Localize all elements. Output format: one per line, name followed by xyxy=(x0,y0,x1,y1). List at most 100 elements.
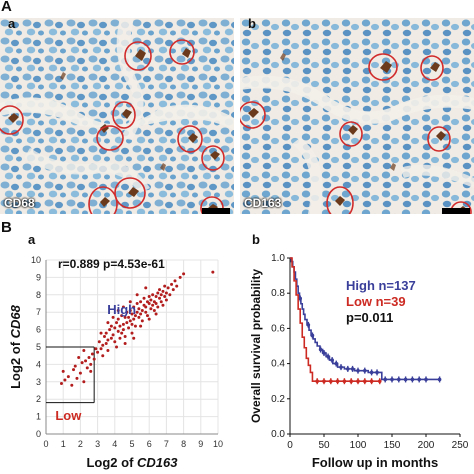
scatter-point xyxy=(123,335,127,339)
panel-a-label: A xyxy=(1,0,12,15)
scatter-point xyxy=(132,336,136,340)
micrograph-cd163-image xyxy=(240,18,474,214)
scatter-point xyxy=(118,324,122,328)
censor-dot-high xyxy=(306,323,311,327)
scatter-point xyxy=(63,378,67,382)
censor-dot-low xyxy=(342,379,347,383)
high-group-label: High xyxy=(107,302,136,317)
y-axis-label: Overall survival probability xyxy=(249,269,263,423)
micrograph-cd68-image xyxy=(0,18,234,214)
scatter-point xyxy=(87,355,91,359)
scatter-point xyxy=(140,319,144,323)
scatter-point xyxy=(132,305,136,309)
scatter-point xyxy=(130,331,134,335)
scatter-point xyxy=(111,333,115,337)
scatter-point xyxy=(144,305,148,309)
x-tick-label: 50 xyxy=(318,440,330,451)
scatter-point xyxy=(173,279,177,283)
censor-dot-high xyxy=(369,370,374,375)
y-tick-label: 0.0 xyxy=(271,429,285,440)
y-tick-label: 0 xyxy=(36,429,41,439)
x-tick-label: 2 xyxy=(78,439,83,449)
y-tick-label: 8 xyxy=(36,290,41,300)
scatter-point xyxy=(133,314,137,318)
x-axis-label-prefix: Log2 of xyxy=(86,455,137,470)
scatter-point xyxy=(156,291,160,295)
scatter-point xyxy=(109,336,113,340)
x-tick-label: 5 xyxy=(129,439,134,449)
censor-dot-high xyxy=(298,296,302,301)
scatter-point xyxy=(73,364,77,368)
scatter-point xyxy=(132,317,136,321)
x-tick-label: 100 xyxy=(350,440,367,451)
scatter-point xyxy=(140,308,144,312)
censor-dot-low xyxy=(329,379,333,383)
scatter-point xyxy=(166,286,170,290)
scatter-point xyxy=(78,371,82,375)
censor-dot-high xyxy=(363,368,367,373)
low-group-label: Low xyxy=(55,408,82,423)
scatter-point xyxy=(149,307,153,311)
scatter-point xyxy=(90,352,94,356)
scatter-point xyxy=(121,322,125,326)
scatter-point xyxy=(101,343,105,347)
censor-dot-low xyxy=(315,379,319,383)
scatter-point xyxy=(147,295,151,299)
scatter-point xyxy=(178,275,182,279)
subpanel-a-label: a xyxy=(8,16,16,31)
scatter-point xyxy=(145,314,149,318)
censor-dot-high xyxy=(437,377,442,382)
scatter-point xyxy=(137,307,141,311)
x-tick-label: 150 xyxy=(384,440,401,451)
scatter-point xyxy=(152,308,156,312)
scatter-point xyxy=(85,366,89,370)
scatter-point xyxy=(120,331,124,335)
scatter-point xyxy=(101,354,105,358)
scatter-point xyxy=(99,347,103,351)
scatter-point xyxy=(72,368,76,372)
scatter-point xyxy=(164,298,168,302)
y-tick-label: 6 xyxy=(36,325,41,335)
scatter-point xyxy=(147,302,151,305)
scatter-point xyxy=(139,324,143,328)
micrograph-cd163: CD163 xyxy=(240,18,474,214)
scatter-point xyxy=(106,348,110,352)
scatter-point xyxy=(159,293,163,297)
y-tick-label: 10 xyxy=(31,255,41,265)
censor-dot-high xyxy=(310,333,315,338)
panel-b-label: B xyxy=(1,219,12,236)
scatter-point xyxy=(163,284,167,288)
y-tick-label: 1 xyxy=(36,412,41,422)
y-axis-label: Log2 of CD68 xyxy=(8,304,23,389)
micrograph-cd68: CD68 xyxy=(0,18,234,214)
x-tick-label: 200 xyxy=(418,440,435,451)
y-tick-label: 2 xyxy=(36,394,41,404)
y-tick-label: 0.2 xyxy=(271,394,285,405)
scatter-point xyxy=(137,315,141,319)
y-tick-label: 0.6 xyxy=(271,323,285,334)
stain-label-cd163: CD163 xyxy=(244,196,282,210)
x-axis-label: Follow up in months xyxy=(312,455,438,470)
scatter-point xyxy=(118,336,122,340)
scatter-point xyxy=(92,357,96,361)
scatter-point xyxy=(89,362,93,366)
subpanel-b-b-label: b xyxy=(252,232,260,247)
scatter-point xyxy=(175,284,179,288)
y-tick-label: 0.8 xyxy=(271,288,285,299)
y-tick-label: 1.0 xyxy=(271,253,285,264)
scatter-point xyxy=(84,359,88,363)
scatter-point xyxy=(59,382,63,386)
legend-low: Low n=39 xyxy=(346,294,406,309)
y-tick-label: 3 xyxy=(36,377,41,387)
scatter-point xyxy=(113,340,117,344)
subpanel-b-label: b xyxy=(248,16,256,31)
scatter-point xyxy=(128,308,132,312)
scatter-point xyxy=(130,322,134,326)
scatter-point xyxy=(102,335,106,339)
scatter-point xyxy=(151,293,155,297)
x-tick-label: 1 xyxy=(61,439,66,449)
scatter-point xyxy=(147,317,151,321)
scatter-point xyxy=(144,286,148,290)
censor-dot-low xyxy=(322,379,326,383)
scatter-point xyxy=(159,300,163,304)
